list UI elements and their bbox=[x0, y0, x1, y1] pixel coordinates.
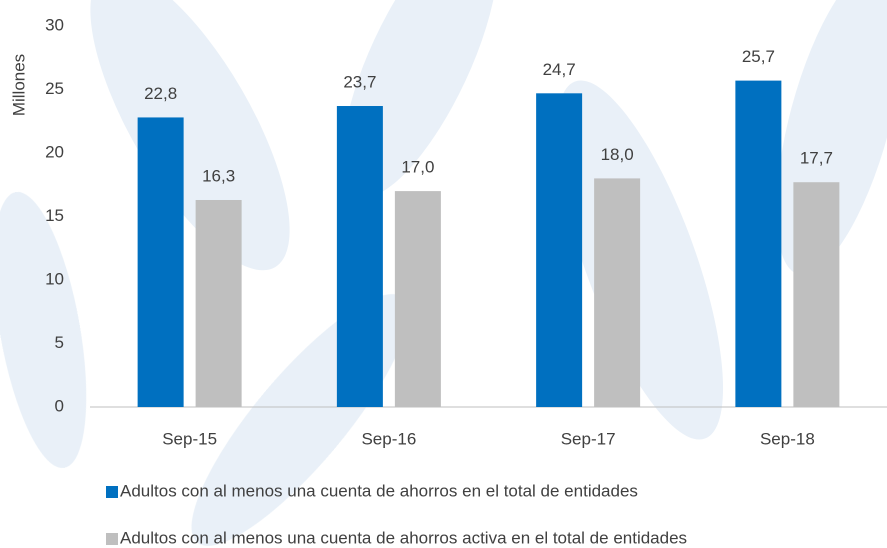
x-tick-label: Sep-17 bbox=[561, 429, 616, 448]
y-axis-label: Millones bbox=[9, 54, 28, 116]
value-label: 22,8 bbox=[144, 84, 177, 103]
value-label: 17,7 bbox=[800, 149, 833, 168]
bar bbox=[395, 191, 441, 407]
bar bbox=[337, 106, 383, 407]
legend-label: Adultos con al menos una cuenta de ahorr… bbox=[120, 481, 638, 500]
x-tick-label: Sep-15 bbox=[162, 429, 217, 448]
value-label: 23,7 bbox=[343, 72, 376, 91]
y-tick-label: 30 bbox=[45, 15, 64, 34]
y-tick-label: 20 bbox=[45, 142, 64, 161]
bar bbox=[536, 93, 582, 407]
value-label: 24,7 bbox=[543, 60, 576, 79]
legend-swatch bbox=[106, 486, 118, 498]
y-tick-label: 10 bbox=[45, 269, 64, 288]
y-tick-label: 0 bbox=[55, 396, 64, 415]
chart: Millones 0 5 10 15 20 25 30 Sep-15 22,8 16,3 Sep-1… bbox=[0, 0, 887, 548]
bar bbox=[138, 117, 184, 407]
bar bbox=[735, 81, 781, 407]
bar bbox=[793, 182, 839, 407]
y-tick-label: 5 bbox=[55, 333, 64, 352]
value-label: 25,7 bbox=[742, 47, 775, 66]
legend-label: Adultos con al menos una cuenta de ahorr… bbox=[120, 528, 687, 547]
y-tick-label: 15 bbox=[45, 206, 64, 225]
bar bbox=[196, 200, 242, 407]
y-tick-label: 25 bbox=[45, 79, 64, 98]
value-label: 18,0 bbox=[601, 145, 634, 164]
legend-swatch bbox=[106, 533, 118, 545]
x-tick-label: Sep-18 bbox=[760, 429, 815, 448]
value-label: 17,0 bbox=[401, 158, 434, 177]
value-label: 16,3 bbox=[202, 166, 235, 185]
x-tick-label: Sep-16 bbox=[361, 429, 416, 448]
bar bbox=[594, 178, 640, 407]
